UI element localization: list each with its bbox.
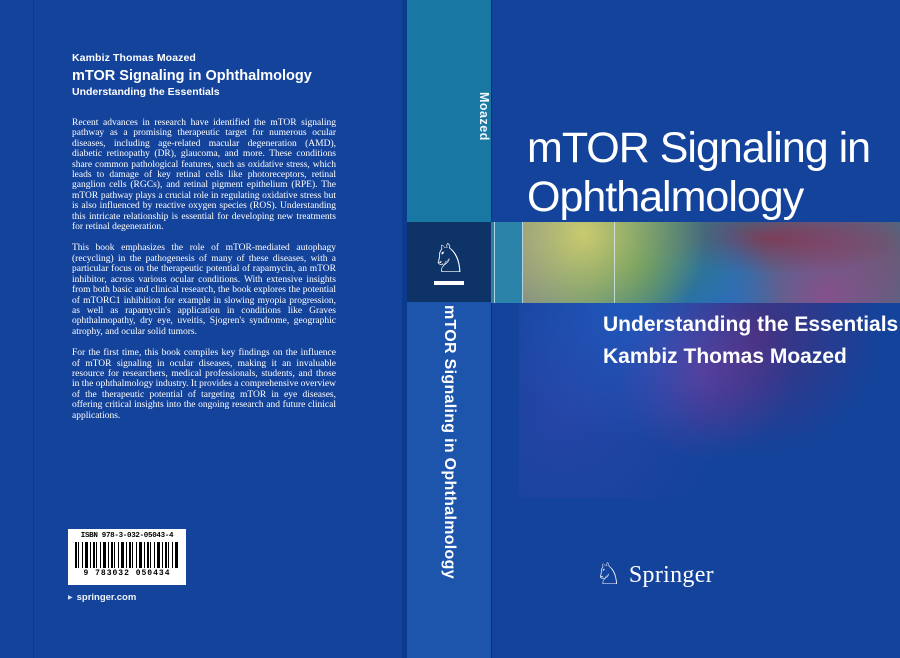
front-subtitle: Understanding the Essentials [603,313,899,336]
spine-bottom-band [407,302,491,658]
band-teal-block [491,222,523,303]
band-divider-line [522,222,523,303]
spine-author: Moazed [477,91,491,141]
spine-top-band [407,0,491,222]
isbn-label: ISBN 978-3-032-05043-4 [80,532,174,540]
springer-logo: ♘ Springer [595,560,714,590]
front-title-line2: Ophthalmology [527,173,804,221]
front-title-line1: mTOR Signaling in [527,124,871,172]
front-cover: mTOR Signaling in Ophthalmology Understa… [491,0,900,658]
barcode-bars [75,542,179,568]
back-cover: Kambiz Thomas Moazed mTOR Signaling in O… [0,0,402,658]
isbn-barcode: ISBN 978-3-032-05043-4 9 783032 050434 [68,529,186,585]
spine-publisher-logo: ♘ [407,222,491,302]
back-header: Kambiz Thomas Moazed mTOR Signaling in O… [72,52,372,99]
blurb-paragraph-2: This book emphasizes the role of mTOR-me… [72,243,336,337]
cover-art-band [491,222,900,303]
front-cover-edge [491,0,492,658]
springer-horse-icon: ♘ [595,558,622,591]
abstract-artwork-faded [519,303,900,498]
publisher-wordmark: Springer [628,561,714,588]
back-blurb: Recent advances in research have identif… [72,118,336,432]
front-title: mTOR Signaling in Ophthalmology [527,124,871,222]
back-title: mTOR Signaling in Ophthalmology [72,68,312,85]
spine: Moazed ♘ mTOR Signaling in Ophthalmology [407,0,491,658]
spine-logo-bar [434,281,464,285]
spine-title: mTOR Signaling in Ophthalmology [441,305,458,579]
back-subtitle: Understanding the Essentials [72,86,220,99]
abstract-artwork [523,222,900,303]
band-divider-line [614,222,615,303]
barcode-digits: 9 783032 050434 [83,569,171,578]
front-author: Kambiz Thomas Moazed [603,345,847,368]
back-cover-crease [33,0,34,658]
springer-horse-icon: ♘ [431,237,467,281]
band-divider-line [494,222,495,303]
website-text: springer.com [76,592,137,603]
spine-crease [402,0,407,658]
arrow-right-icon: ▶ [68,594,73,601]
blurb-paragraph-1: Recent advances in research have identif… [72,118,336,233]
publisher-website: ▶ springer.com [68,592,136,603]
blurb-paragraph-3: For the first time, this book compiles k… [72,348,337,421]
back-author: Kambiz Thomas Moazed [72,52,196,64]
